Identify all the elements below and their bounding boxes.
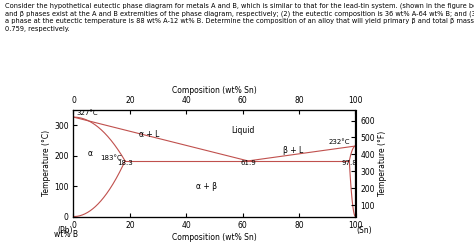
X-axis label: Composition (wt% Sn): Composition (wt% Sn) — [172, 233, 257, 242]
Text: α + β: α + β — [195, 182, 217, 191]
Text: 232°C: 232°C — [328, 139, 350, 145]
Y-axis label: Temperature (°F): Temperature (°F) — [378, 131, 387, 196]
Text: 61.9: 61.9 — [240, 160, 256, 166]
Text: 18.3: 18.3 — [117, 160, 133, 166]
Text: (Pb): (Pb) — [57, 226, 73, 235]
Text: Liquid: Liquid — [231, 126, 255, 135]
X-axis label: Composition (wt% Sn): Composition (wt% Sn) — [172, 86, 257, 96]
Text: wt% B: wt% B — [55, 230, 78, 239]
Y-axis label: Temperature (°C): Temperature (°C) — [42, 130, 51, 197]
Text: Consider the hypothetical eutectic phase diagram for metals A and B, which is si: Consider the hypothetical eutectic phase… — [5, 2, 474, 32]
Text: 327°C: 327°C — [76, 111, 98, 116]
Text: α: α — [88, 149, 93, 158]
Text: 97.8: 97.8 — [341, 160, 357, 166]
Text: β + L: β + L — [283, 146, 303, 155]
Text: α + L: α + L — [139, 130, 160, 139]
Text: (Sn): (Sn) — [356, 226, 372, 235]
Text: 183°C: 183°C — [100, 155, 122, 161]
